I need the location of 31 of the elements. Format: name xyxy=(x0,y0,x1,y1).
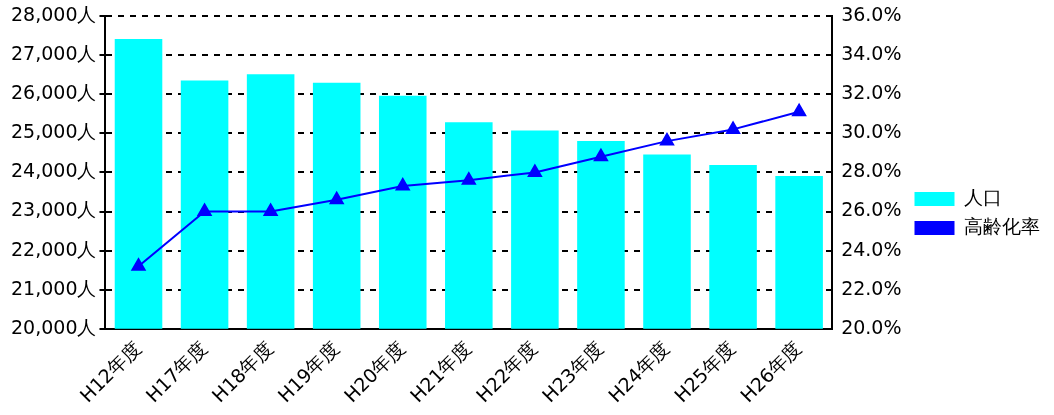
legend-label: 高齢化率 xyxy=(964,214,1040,237)
y-tick-label: 24,000人 xyxy=(11,159,97,182)
y2-tick-label: 22.0% xyxy=(841,276,902,299)
y2-tick-label: 20.0% xyxy=(841,315,902,338)
y2-tick-label: 28.0% xyxy=(841,159,902,182)
point xyxy=(659,133,675,146)
point xyxy=(197,203,212,217)
point xyxy=(329,191,344,205)
y2-tick-label: 36.0% xyxy=(841,2,902,25)
point xyxy=(461,172,476,185)
point xyxy=(725,121,741,134)
y-tick-label: 20,000人 xyxy=(11,315,97,338)
y-tick-label: 22,000人 xyxy=(11,237,97,260)
y-tick-label: 28,000人 xyxy=(11,2,97,25)
y2-tick-label: 30.0% xyxy=(841,120,902,143)
y2-tick-label: 34.0% xyxy=(841,42,902,65)
y-tick-label: 23,000人 xyxy=(11,198,97,221)
point xyxy=(263,203,278,217)
y2-tick-label: 32.0% xyxy=(841,81,902,104)
y-tick-label: 27,000人 xyxy=(11,42,97,65)
y-tick-label: 21,000人 xyxy=(11,276,97,299)
point xyxy=(593,148,608,162)
y-tick-label: 26,000人 xyxy=(11,81,97,104)
point xyxy=(792,103,807,117)
legend-label: 人口 xyxy=(964,185,1002,208)
point xyxy=(395,178,410,191)
point xyxy=(527,164,542,177)
y-tick-label: 25,000人 xyxy=(11,120,97,143)
y2-tick-label: 24.0% xyxy=(841,237,902,260)
y2-tick-label: 26.0% xyxy=(841,198,902,221)
point xyxy=(131,258,146,271)
